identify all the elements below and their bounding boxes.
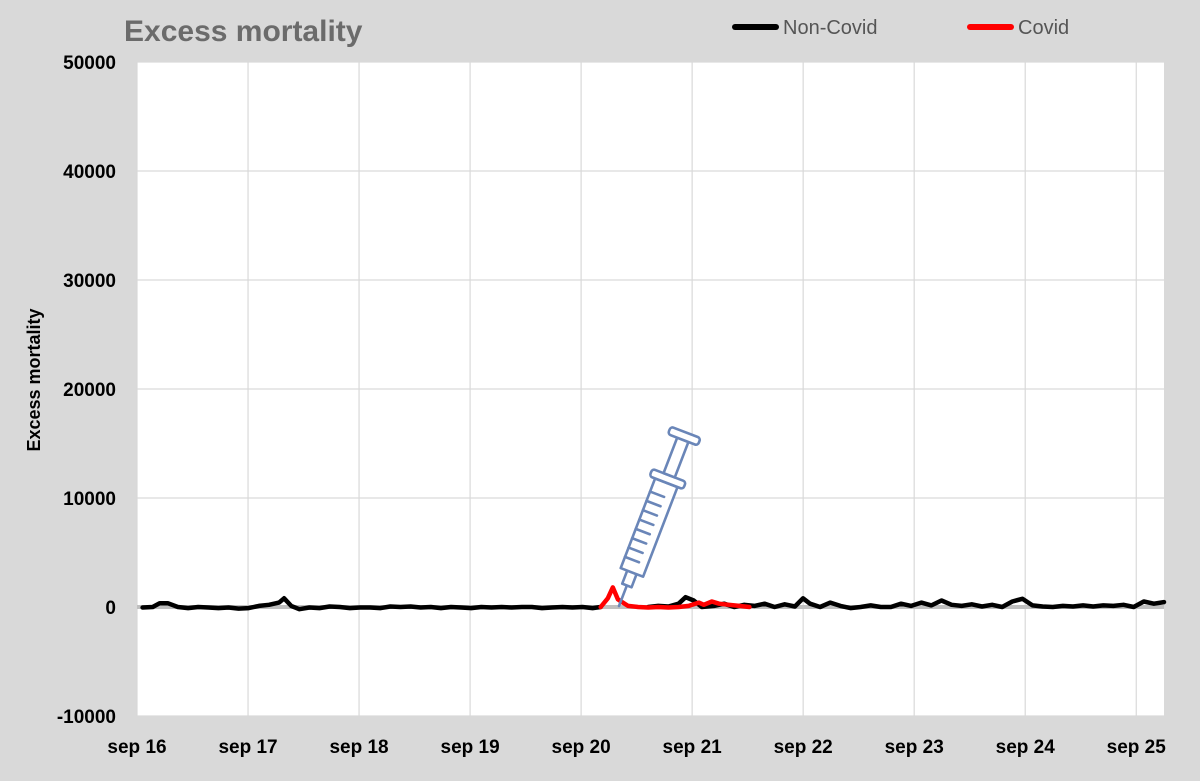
x-tick-label: sep 23 xyxy=(885,737,944,758)
y-tick-label: 10000 xyxy=(63,489,116,510)
y-tick-label: 0 xyxy=(105,598,116,619)
x-tick-label: sep 18 xyxy=(329,737,388,758)
x-tick-label: sep 17 xyxy=(218,737,277,758)
series-line-non-covid-early xyxy=(140,596,603,612)
legend-label-non-covid: Non-Covid xyxy=(783,17,877,39)
x-tick-label: sep 22 xyxy=(774,737,833,758)
x-tick-label: sep 19 xyxy=(441,737,500,758)
y-tick-labels: 50000 40000 30000 20000 10000 0 -10000 xyxy=(57,53,116,728)
y-tick-label: -10000 xyxy=(57,707,116,728)
y-tick-label: 30000 xyxy=(63,271,116,292)
y-tick-label: 40000 xyxy=(63,162,116,183)
y-axis-label: Excess mortality xyxy=(24,308,44,451)
legend: Non-Covid Covid xyxy=(732,17,1069,39)
chart-title: Excess mortality xyxy=(124,15,363,48)
series-line-covid xyxy=(598,585,752,610)
x-tick-label: sep 24 xyxy=(996,737,1056,758)
legend-label-covid: Covid xyxy=(1018,17,1069,39)
x-tick-label: sep 21 xyxy=(663,737,723,758)
x-tick-labels: sep 16 sep 17 sep 18 sep 19 sep 20 sep 21 sep … xyxy=(107,737,1166,758)
y-tick-label: 50000 xyxy=(63,53,116,74)
syringe-icon xyxy=(617,426,702,608)
series-layer xyxy=(140,585,1167,612)
x-tick-label: sep 20 xyxy=(552,737,611,758)
x-tick-label: sep 25 xyxy=(1107,737,1167,758)
y-tick-label: 20000 xyxy=(63,380,116,401)
x-tick-label: sep 16 xyxy=(107,737,166,758)
